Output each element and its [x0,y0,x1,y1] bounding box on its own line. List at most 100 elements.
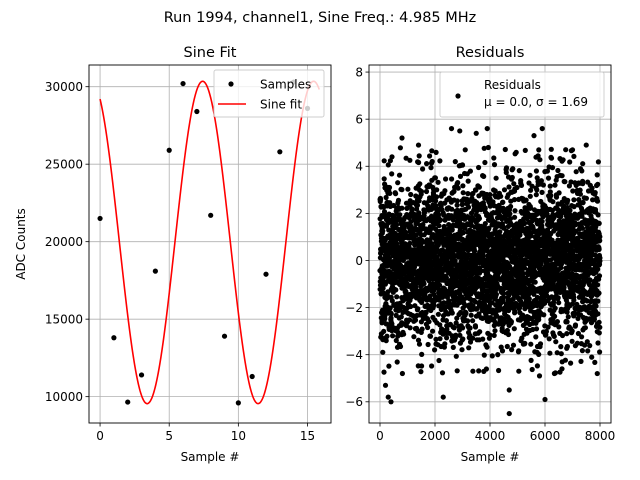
residual-outlier-point [531,133,537,139]
residual-point [444,326,450,332]
residual-point [470,318,476,324]
residual-point [484,344,490,350]
residual-point [393,337,399,344]
residual-point [511,181,517,187]
residual-point [541,312,547,318]
residual-point [387,190,393,196]
sample-point [235,400,241,406]
residual-point [536,147,542,153]
residual-point [407,325,413,331]
residual-point [457,332,463,338]
sample-point [208,212,214,218]
residual-point [425,324,431,331]
residuals-legend: Residuals μ = 0.0, σ = 1.69 [439,71,605,118]
residual-point [566,183,573,189]
residual-point [428,213,435,219]
residual-point [429,241,435,247]
residual-point [411,334,417,340]
sine-fit-axes: 0 5 10 15 10000 15000 20000 25000 30000 Sine Fit… [14,45,332,464]
y-tick-label: 25000 [45,157,83,171]
residual-point [587,277,593,283]
residual-point [564,331,570,337]
residual-point [409,207,415,213]
residual-point [397,212,403,218]
residual-point [596,290,602,296]
residual-point [511,326,517,332]
residual-point [596,330,602,336]
residual-point [595,282,601,288]
residual-point [444,335,450,341]
residual-point [552,182,558,188]
x-tick-label: 2000 [420,429,451,443]
residual-point [429,363,435,369]
residual-point [476,311,482,317]
residual-point [381,158,387,164]
residual-point [442,341,448,347]
residual-point [492,188,498,194]
residual-point [398,314,404,320]
residual-point [545,175,552,181]
sample-point [194,108,200,115]
residual-point [551,215,557,221]
residual-point [382,316,388,322]
residual-point [512,208,518,214]
residual-point [571,153,577,159]
sine-fit-grid [89,65,331,423]
residual-point [406,317,413,323]
residual-point [503,169,509,176]
residual-point [434,187,440,193]
residual-point [439,370,446,376]
residual-point [381,176,387,182]
residual-point [584,339,590,345]
residual-point [506,184,512,190]
residual-point [437,336,443,342]
residual-point [435,212,442,218]
residual-point [558,351,564,357]
residual-point [578,358,584,364]
y-tick-label: 6 [355,112,363,126]
residual-point [502,146,508,153]
sample-point [221,333,228,339]
residual-point [570,188,576,194]
residual-point [433,336,439,342]
residual-point [472,324,479,330]
residual-point [595,212,601,218]
residual-point [437,282,443,288]
residual-point [571,204,577,210]
residual-point [579,334,585,340]
residual-point [512,308,518,314]
residual-point [395,333,401,339]
residual-point [435,311,441,317]
residual-point [572,322,579,328]
residual-point [465,191,471,197]
residual-point [460,190,466,196]
residual-point [424,161,430,167]
residual-point [544,211,550,217]
residual-point [507,211,513,217]
residual-outlier-point [462,147,468,153]
residual-point [562,251,568,257]
residual-point [459,202,465,208]
residual-point [499,348,506,354]
residual-point [441,300,447,306]
residual-point [554,319,561,325]
residual-point [585,348,591,354]
residual-point [477,329,483,335]
residual-point [539,218,545,224]
residual-point [429,158,435,165]
residual-point [548,146,554,152]
residual-point [405,186,411,192]
residual-point [455,180,461,186]
residual-point [538,261,544,267]
residual-point [517,232,523,238]
residuals-legend-box [439,71,605,118]
residuals-ticks: 0 2000 4000 6000 8000 −6 −4 −2 0 2 4 6 8 [345,65,615,443]
residual-point [389,171,395,177]
residual-point [539,189,545,195]
residual-point [437,322,443,328]
residual-point [407,240,413,246]
residual-point [513,149,519,155]
residual-point [597,255,603,261]
residual-point [421,209,427,216]
samples-legend-marker [228,81,234,87]
